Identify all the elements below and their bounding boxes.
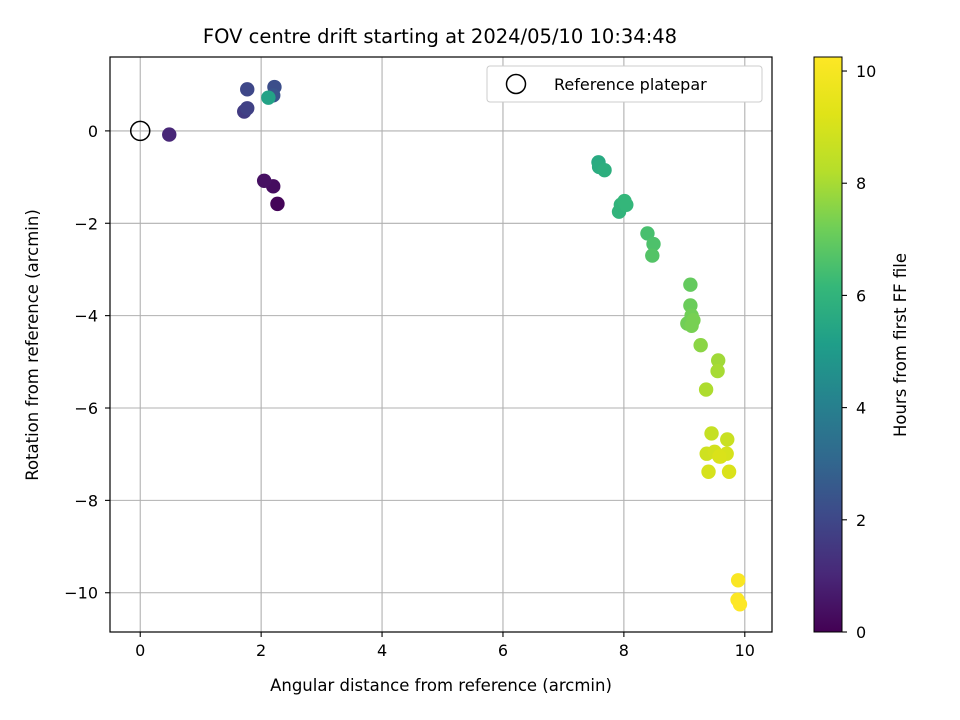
data-point xyxy=(684,318,699,333)
reference-marker-layer xyxy=(129,120,151,142)
y-tick-label: 0 xyxy=(88,122,98,141)
data-point xyxy=(261,90,276,105)
colorbar-gradient xyxy=(813,56,843,633)
y-tick-label: −2 xyxy=(74,214,98,233)
x-tick-label: 2 xyxy=(256,641,266,660)
colorbar-label: Hours from first FF file xyxy=(891,253,910,437)
x-tick-label: 0 xyxy=(135,641,145,660)
reference-marker xyxy=(129,120,151,142)
axis-ticks: 0 2 4 6 8 10 0 −2 −4 −6 −8 −10 xyxy=(64,122,755,660)
colorbar: 0 2 4 6 8 10 Hours from first FF file xyxy=(813,56,910,642)
plot-area-background xyxy=(110,57,772,632)
data-point xyxy=(162,127,177,142)
colorbar-tick-label: 2 xyxy=(856,511,866,530)
legend-box xyxy=(486,65,763,103)
y-tick-label: −10 xyxy=(64,584,98,603)
data-point xyxy=(645,248,660,263)
data-point xyxy=(270,196,285,212)
data-points xyxy=(162,79,748,612)
legend: Reference platepar xyxy=(486,65,763,103)
legend-marker-icon xyxy=(505,73,527,95)
data-point xyxy=(597,162,612,178)
legend-entry-reference: Reference platepar xyxy=(554,75,707,94)
colorbar-tick-label: 8 xyxy=(856,174,866,193)
data-point xyxy=(732,597,748,612)
chart-title: FOV centre drift starting at 2024/05/10 … xyxy=(203,25,677,48)
data-point xyxy=(640,226,655,241)
data-point xyxy=(701,464,716,479)
x-axis-title: Angular distance from reference (arcmin) xyxy=(270,676,612,695)
data-point xyxy=(710,363,725,379)
y-tick-label: −8 xyxy=(74,491,98,510)
data-point xyxy=(720,432,735,447)
data-point xyxy=(721,464,737,479)
data-point xyxy=(683,277,698,292)
data-point xyxy=(693,337,708,353)
x-tick-label: 6 xyxy=(498,641,508,660)
x-tick-label: 8 xyxy=(619,641,629,660)
colorbar-tick-label: 10 xyxy=(856,62,876,81)
y-tick-label: −4 xyxy=(74,307,98,326)
data-point xyxy=(619,197,634,212)
x-tick-label: 10 xyxy=(735,641,755,660)
x-tick-label: 4 xyxy=(377,641,387,660)
data-point xyxy=(646,236,661,252)
data-point xyxy=(730,573,746,588)
y-tick-label: −6 xyxy=(74,399,98,418)
colorbar-ticks: 0 2 4 6 8 10 xyxy=(842,62,876,642)
grid-lines xyxy=(110,57,772,632)
colorbar-tick-label: 0 xyxy=(856,623,866,642)
colorbar-tick-label: 4 xyxy=(856,399,866,418)
data-point xyxy=(256,173,272,188)
plot-frame xyxy=(109,56,773,633)
data-point xyxy=(240,82,255,97)
data-point xyxy=(710,353,726,368)
data-point xyxy=(240,101,255,116)
colorbar-tick-label: 6 xyxy=(856,286,866,305)
data-point xyxy=(698,382,714,397)
data-point xyxy=(712,449,727,464)
data-point xyxy=(704,426,719,441)
y-axis-title: Rotation from reference (arcmin) xyxy=(23,209,42,481)
